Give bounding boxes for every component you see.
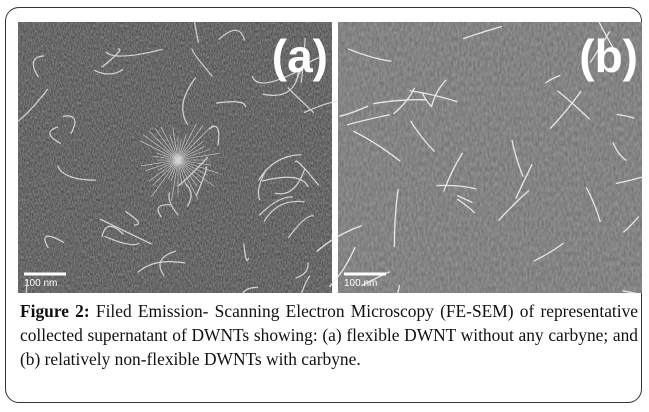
panel-b: (b) 100 nm — [317, 22, 642, 294]
panel-a: (a) 100 nm — [18, 22, 361, 294]
panel-label: (a) — [272, 30, 328, 82]
panel-label: (b) — [579, 30, 638, 82]
caption-label: Figure 2: — [20, 301, 90, 321]
figure-panels: (a) 100 nm (b) 100 nm — [18, 22, 642, 294]
caption-text: Filed Emission- Scanning Electron Micros… — [20, 301, 638, 369]
scale-bar-label: 100 nm — [344, 278, 377, 289]
figure-caption: Figure 2: Filed Emission- Scanning Elect… — [20, 299, 638, 371]
page: {"figure": {"panels": [{"label": "(a)", … — [0, 0, 649, 412]
scale-bar-label: 100 nm — [24, 278, 57, 289]
